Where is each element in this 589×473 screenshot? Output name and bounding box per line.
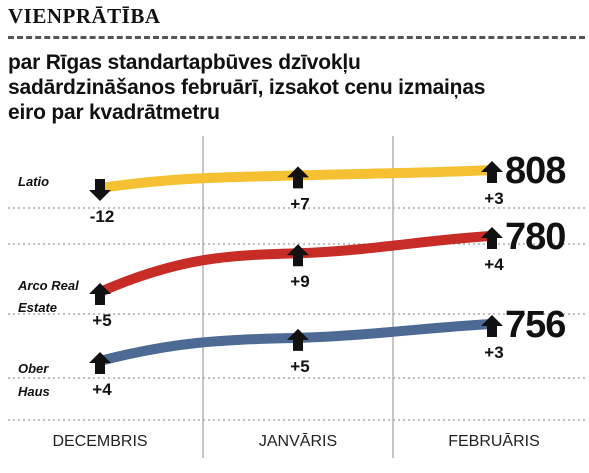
x-tick-label: DECEMBRIS (52, 433, 147, 450)
arrow-up-icon (287, 244, 309, 267)
change-label: +5 (92, 311, 111, 330)
change-label: +4 (484, 255, 504, 274)
chart-legend: Latio Arco Real Estate Ober Haus (17, 174, 79, 399)
change-label: +5 (290, 357, 309, 376)
end-value-label: 756 (505, 304, 565, 346)
arrow-up-icon (287, 166, 309, 189)
legend-entry: Arco Real (17, 278, 79, 293)
legend-entry: Estate (18, 300, 57, 315)
x-axis: DECEMBRIS JANVĀRIS FEBRUĀRIS (52, 432, 539, 450)
legend-entry: Latio (18, 174, 49, 189)
section-header: VIENPRĀTĪBA (8, 4, 161, 28)
arrow-up-icon (89, 283, 111, 305)
arrow-up-icon (481, 315, 503, 337)
chart-grid (8, 136, 585, 458)
arrow-up-icon (481, 227, 503, 249)
arrow-up-icon (287, 328, 309, 351)
change-label: +3 (484, 189, 503, 208)
chart-title: par Rīgas standartapbūves dzīvokļu sadār… (8, 51, 486, 124)
arrow-up-icon (481, 161, 503, 183)
change-label: -12 (90, 207, 115, 226)
x-tick-label: FEBRUĀRIS (448, 432, 540, 450)
change-label: +9 (290, 272, 309, 291)
arrow-down-icon (89, 179, 111, 201)
arrow-up-icon (89, 352, 111, 374)
legend-entry: Haus (18, 384, 50, 399)
end-value-label: 780 (505, 216, 565, 258)
x-tick-label: JANVĀRIS (259, 432, 337, 450)
legend-entry: Ober (18, 361, 49, 376)
change-label: +4 (92, 380, 112, 399)
header-dashed-rule (8, 36, 585, 39)
change-label: +7 (290, 194, 309, 213)
change-label: +3 (484, 343, 503, 362)
end-value-label: 808 (505, 150, 565, 192)
